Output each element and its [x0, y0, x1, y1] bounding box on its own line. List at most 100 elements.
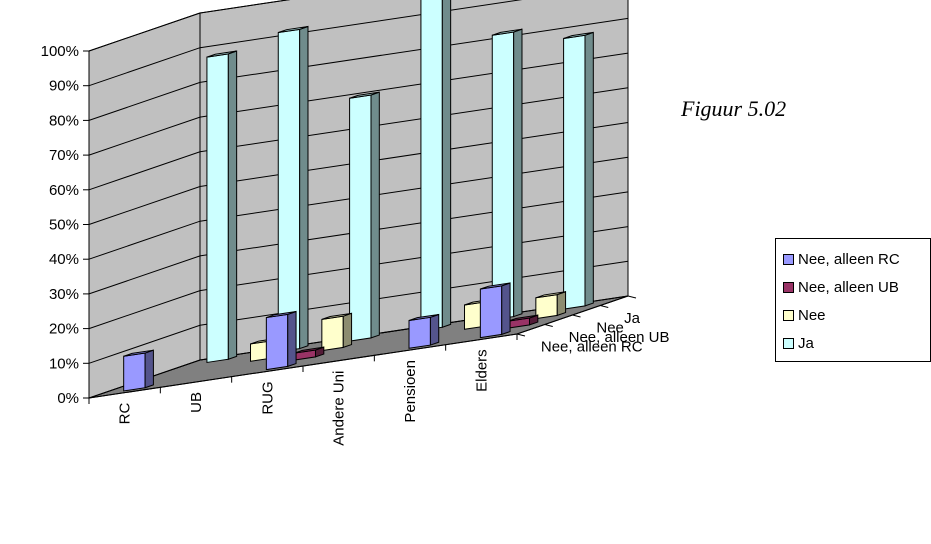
bar-side [299, 25, 309, 350]
bar-ja-rc [206, 50, 238, 364]
depth-tick-label: Nee [596, 319, 624, 336]
legend-item: Nee [783, 301, 930, 329]
bar-nee-elders [535, 291, 567, 320]
bar-nee-alleen-rc-pensioen [408, 313, 440, 349]
bar-nee-alleen-rc-elders [479, 282, 511, 339]
bar-front [321, 315, 344, 352]
bar-front [563, 34, 586, 310]
y-tick-label: 90% [49, 78, 79, 95]
bar-top [293, 346, 324, 354]
gridline [88, 0, 523, 87]
legend-label: Nee, alleen UB [798, 278, 899, 296]
depth-tick-mark [572, 314, 581, 318]
bar-nee-rug [321, 312, 353, 352]
bar-top [266, 311, 297, 319]
legend-item: Ja [783, 329, 930, 357]
depth-tick-label: Nee, alleen RC [541, 338, 643, 355]
legend-swatch [783, 309, 794, 321]
bar-top [123, 349, 154, 357]
y-tick-label: 100% [41, 43, 79, 60]
bar-ja-rug [349, 91, 380, 342]
bar-side [513, 28, 523, 318]
legend-item: Nee, alleen RC [783, 245, 930, 273]
x-tick-label: RUG [259, 381, 276, 414]
bar-side [501, 282, 511, 336]
bar-nee-alleen-rc-rc [123, 349, 154, 392]
x-tick-label: UB [188, 392, 205, 413]
bar-nee-alleen-rc-rug [265, 310, 297, 371]
bar-side [144, 349, 154, 389]
y-tick-label: 50% [49, 217, 79, 234]
bar-front [265, 313, 289, 371]
bar-side [227, 50, 238, 360]
bar-top [321, 312, 352, 320]
gridline [88, 260, 629, 364]
bar-nee-alleen-ub-rug [293, 346, 325, 361]
y-axis: 0% 10% 20% 30% 40% 50% 60% 70% 80% 90% 100% [41, 43, 90, 407]
y-tick-label: 10% [49, 355, 79, 372]
legend-swatch [783, 253, 794, 265]
bar-top [535, 291, 566, 299]
gridline [88, 122, 629, 225]
depth-tick-mark [600, 305, 609, 308]
gridline [88, 17, 629, 121]
bar-front [123, 352, 146, 392]
gridline [88, 87, 629, 191]
bar-side [370, 91, 380, 339]
gridline [88, 191, 629, 295]
bar-top [408, 313, 439, 322]
gridline [88, 0, 291, 52]
bar-ja-andere-uni [420, 0, 452, 332]
x-tick-label: Pensioen [402, 360, 419, 423]
bar-front [491, 31, 515, 321]
y-tick-label: 70% [49, 147, 79, 164]
bar-front [277, 28, 301, 353]
bar-top [507, 314, 538, 322]
bar-front [206, 53, 229, 364]
legend-swatch [783, 281, 794, 293]
bar-front [535, 294, 558, 320]
bar-ja-pensioen [491, 28, 523, 321]
legend-swatch [783, 337, 794, 349]
x-tick-label: Elders [473, 349, 490, 392]
bar-top [480, 282, 511, 290]
depth-tick-mark [627, 295, 637, 299]
bar-side [584, 31, 594, 307]
gridline [88, 226, 629, 330]
bar-side [556, 291, 567, 317]
x-axis: RC UB RUG Andere Uni Pensioen Elders [88, 333, 518, 446]
bar-side [342, 312, 353, 349]
bar-front [408, 316, 431, 349]
depth-tick-mark [544, 324, 553, 327]
depth-tick-label: Nee, alleen UB [569, 329, 670, 346]
bar-top [563, 31, 594, 39]
bar-top [206, 50, 237, 58]
bar-front [349, 94, 372, 342]
depth-tick-label: Ja [624, 310, 641, 327]
y-tick-label: 40% [49, 251, 79, 268]
bar-front [420, 0, 443, 332]
bar-front [479, 285, 503, 339]
bar-side [429, 313, 440, 346]
gridline [88, 52, 629, 156]
depth-tick-mark [516, 333, 526, 337]
bars [123, 0, 594, 392]
x-tick-label: RC [117, 403, 134, 425]
y-tick-label: 60% [49, 182, 79, 199]
legend: Nee, alleen RC Nee, alleen UB Nee Ja [775, 238, 931, 362]
gridline [88, 156, 629, 260]
bar-nee-alleen-ub-elders [507, 314, 539, 329]
y-tick-label: 20% [49, 321, 79, 338]
bar-ja-elders [563, 31, 594, 310]
y-tick-label: 80% [49, 112, 79, 129]
legend-item: Nee, alleen UB [783, 273, 930, 301]
legend-label: Nee, alleen RC [798, 250, 900, 268]
bar-side [441, 0, 452, 328]
y-tick-label: 30% [49, 286, 79, 303]
bar-side [287, 310, 297, 368]
bar-top [278, 25, 309, 34]
y-tick-label: 0% [57, 390, 79, 407]
legend-label: Ja [798, 334, 814, 352]
